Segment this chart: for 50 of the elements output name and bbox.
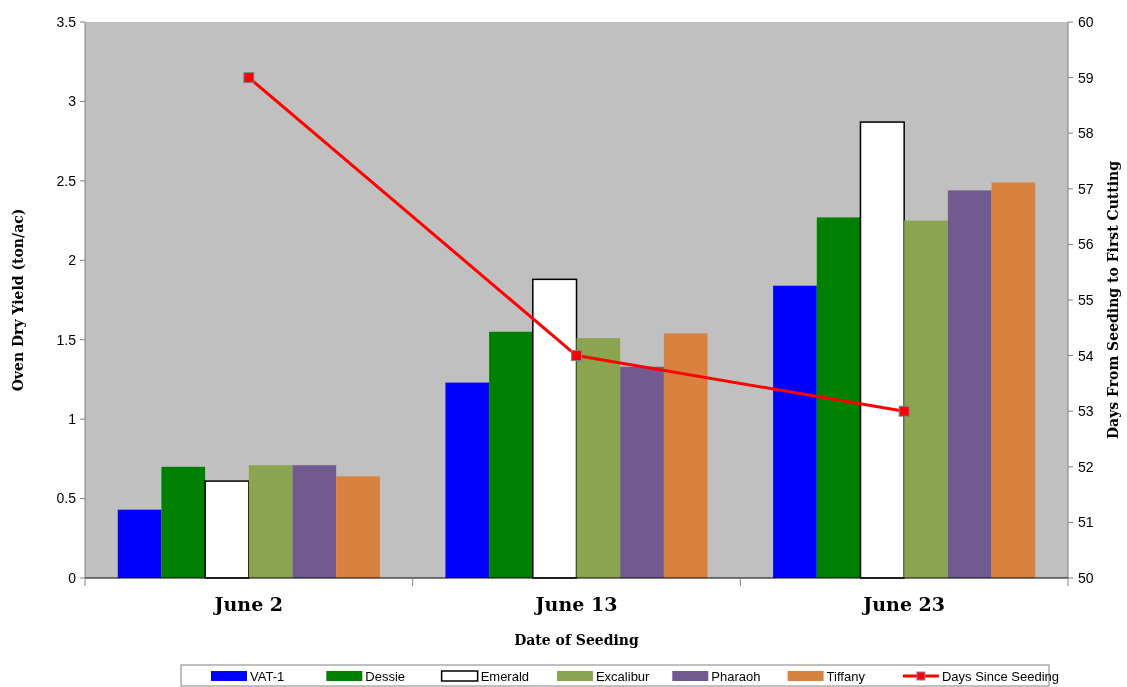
legend-label: Days Since Seeding	[941, 668, 1059, 684]
bar	[161, 466, 206, 578]
bar	[489, 331, 533, 578]
y2-tick-label: 52	[1078, 458, 1094, 475]
y2-tick-label: 53	[1078, 403, 1094, 420]
bar	[991, 182, 1036, 578]
legend-label: Tiffany	[826, 668, 866, 684]
y2-tick-label: 50	[1078, 569, 1094, 586]
bar	[947, 190, 992, 578]
bar	[117, 509, 162, 578]
bar	[816, 217, 861, 578]
y2-tick-label: 57	[1078, 180, 1094, 197]
y2-tick-label: 54	[1078, 347, 1094, 364]
y-axis-title: Oven Dry Yield (ton/ac)	[10, 208, 26, 392]
y2-tick-label: 58	[1078, 125, 1094, 142]
point	[571, 350, 582, 362]
y-tick-label: 3.5	[56, 13, 77, 30]
y2-tick-label: 60	[1078, 13, 1094, 30]
legend-label: Pharaoh	[711, 668, 761, 684]
y-tick-label: 0.5	[56, 490, 77, 507]
y-tick-label: 3	[68, 93, 77, 110]
legend-label: VAT-1	[250, 668, 285, 684]
x-tick-label: June 23	[861, 593, 946, 615]
legend-label: Emerald	[480, 668, 530, 684]
y-tick-label: 2.5	[56, 172, 77, 189]
bar	[904, 220, 948, 578]
bar	[663, 333, 708, 578]
y2-axis-title: Days From Seeding to First Cutting	[1105, 160, 1121, 440]
y-tick-label: 0	[68, 569, 77, 586]
y2-tick-label: 59	[1078, 69, 1094, 86]
point	[243, 72, 255, 84]
bar	[773, 285, 817, 578]
bar	[248, 465, 293, 578]
bar	[576, 338, 621, 578]
x-axis-title: Date of Seeding	[514, 632, 640, 648]
legend-label: Dessie	[365, 668, 406, 684]
bar	[336, 476, 380, 578]
x-tick-label: June 2	[212, 593, 284, 615]
bar	[445, 382, 490, 578]
y-tick-label: 2	[68, 252, 77, 269]
y2-tick-label: 56	[1078, 236, 1094, 253]
y2-tick-label: 55	[1078, 291, 1094, 308]
y2-tick-label: 51	[1078, 514, 1094, 531]
point	[898, 405, 910, 417]
bar	[620, 366, 664, 578]
y-tick-label: 1	[68, 411, 77, 428]
x-tick-label: June 13	[533, 593, 618, 615]
bar	[292, 465, 337, 578]
legend-label: Excalibur	[595, 668, 651, 684]
y-tick-label: 1.5	[56, 331, 77, 348]
